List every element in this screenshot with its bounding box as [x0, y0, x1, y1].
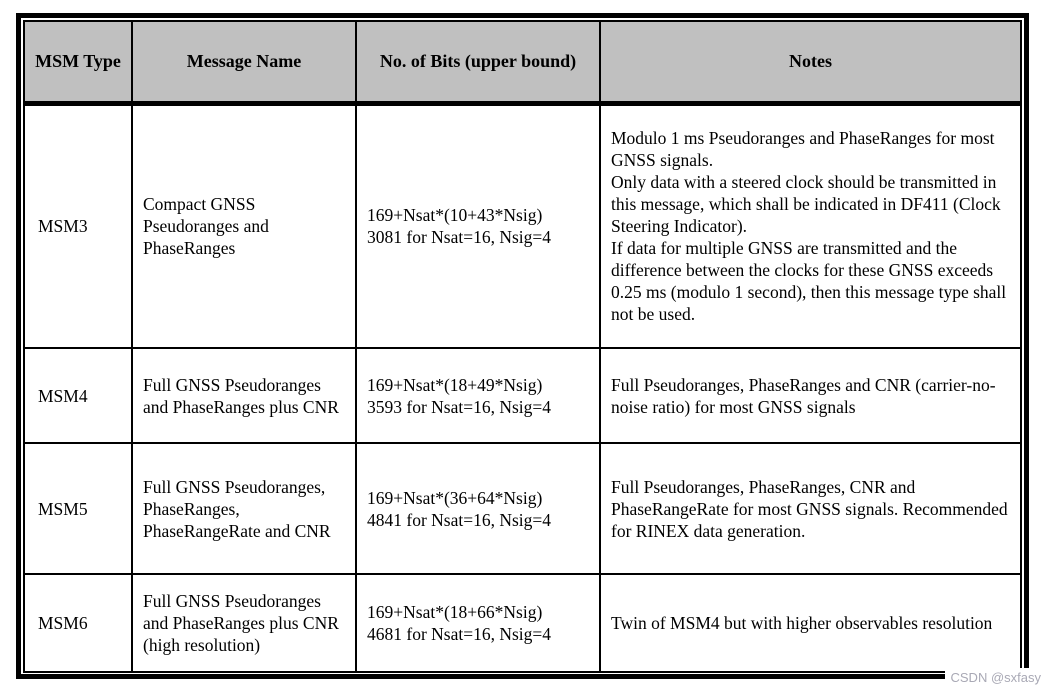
notes-cell: Full Pseudoranges, PhaseRanges and CNR (…	[599, 347, 1022, 444]
bits-example: 3081 for Nsat=16, Nsig=4	[367, 227, 552, 248]
note-paragraph: Twin of MSM4 but with higher observables…	[611, 613, 993, 633]
msm-table: MSM Type Message Name No. of Bits (upper…	[23, 20, 1022, 673]
note-paragraph: Full Pseudoranges, PhaseRanges and CNR (…	[611, 374, 996, 417]
msm-type-cell: MSM4	[23, 347, 133, 444]
note-paragraph: Full Pseudoranges, PhaseRanges, CNR and …	[611, 476, 1008, 541]
message-name-cell: Compact GNSS Pseudoranges and PhaseRange…	[131, 102, 357, 349]
message-name-cell: Full GNSS Pseudoranges and PhaseRanges p…	[131, 347, 357, 444]
message-name-cell: Full GNSS Pseudoranges, PhaseRanges, Pha…	[131, 442, 357, 575]
table-row-msm4: MSM4 Full GNSS Pseudoranges and PhaseRan…	[23, 347, 1022, 444]
bits-example: 4841 for Nsat=16, Nsig=4	[367, 509, 552, 530]
bits-formula: 169+Nsat*(18+66*Nsig)	[367, 602, 543, 622]
bits-cell: 169+Nsat*(36+64*Nsig) 4841 for Nsat=16, …	[355, 442, 601, 575]
notes-cell: Modulo 1 ms Pseudoranges and PhaseRanges…	[599, 102, 1022, 349]
table-header: MSM Type Message Name No. of Bits (upper…	[23, 20, 1022, 106]
msm-type-cell: MSM6	[23, 573, 133, 673]
msm-type-cell: MSM5	[23, 442, 133, 575]
note-paragraph: Modulo 1 ms Pseudoranges and PhaseRanges…	[611, 128, 995, 171]
note-paragraph: If data for multiple GNSS are transmitte…	[611, 238, 1007, 325]
table-row-msm3: MSM3 Compact GNSS Pseudoranges and Phase…	[23, 102, 1022, 349]
csdn-watermark: CSDN @sxfasy	[945, 668, 1045, 688]
bits-example: 3593 for Nsat=16, Nsig=4	[367, 396, 552, 417]
table-row-msm5: MSM5 Full GNSS Pseudoranges, PhaseRanges…	[23, 442, 1022, 575]
notes-cell: Twin of MSM4 but with higher observables…	[599, 573, 1022, 673]
msm-type-cell: MSM3	[23, 102, 133, 349]
bits-example: 4681 for Nsat=16, Nsig=4	[367, 624, 552, 644]
bits-cell: 169+Nsat*(10+43*Nsig) 3081 for Nsat=16, …	[355, 102, 601, 349]
column-header-no-of-bits: No. of Bits (upper bound)	[355, 20, 601, 106]
notes-cell: Full Pseudoranges, PhaseRanges, CNR and …	[599, 442, 1022, 575]
msm-message-types-table: MSM Type Message Name No. of Bits (upper…	[16, 13, 1029, 679]
bits-formula: 169+Nsat*(18+49*Nsig)	[367, 374, 543, 395]
bits-formula: 169+Nsat*(10+43*Nsig)	[367, 205, 543, 226]
column-header-message-name: Message Name	[131, 20, 357, 106]
column-header-msm-type: MSM Type	[23, 20, 133, 106]
bits-formula: 169+Nsat*(36+64*Nsig)	[367, 487, 543, 508]
bits-cell: 169+Nsat*(18+49*Nsig) 3593 for Nsat=16, …	[355, 347, 601, 444]
bits-cell: 169+Nsat*(18+66*Nsig) 4681 for Nsat=16, …	[355, 573, 601, 673]
table-row-msm6: MSM6 Full GNSS Pseudoranges and PhaseRan…	[23, 573, 1022, 673]
column-header-notes: Notes	[599, 20, 1022, 106]
header-row: MSM Type Message Name No. of Bits (upper…	[23, 20, 1022, 106]
note-paragraph: Only data with a steered clock should be…	[611, 172, 1001, 237]
message-name-cell: Full GNSS Pseudoranges and PhaseRanges p…	[131, 573, 357, 673]
